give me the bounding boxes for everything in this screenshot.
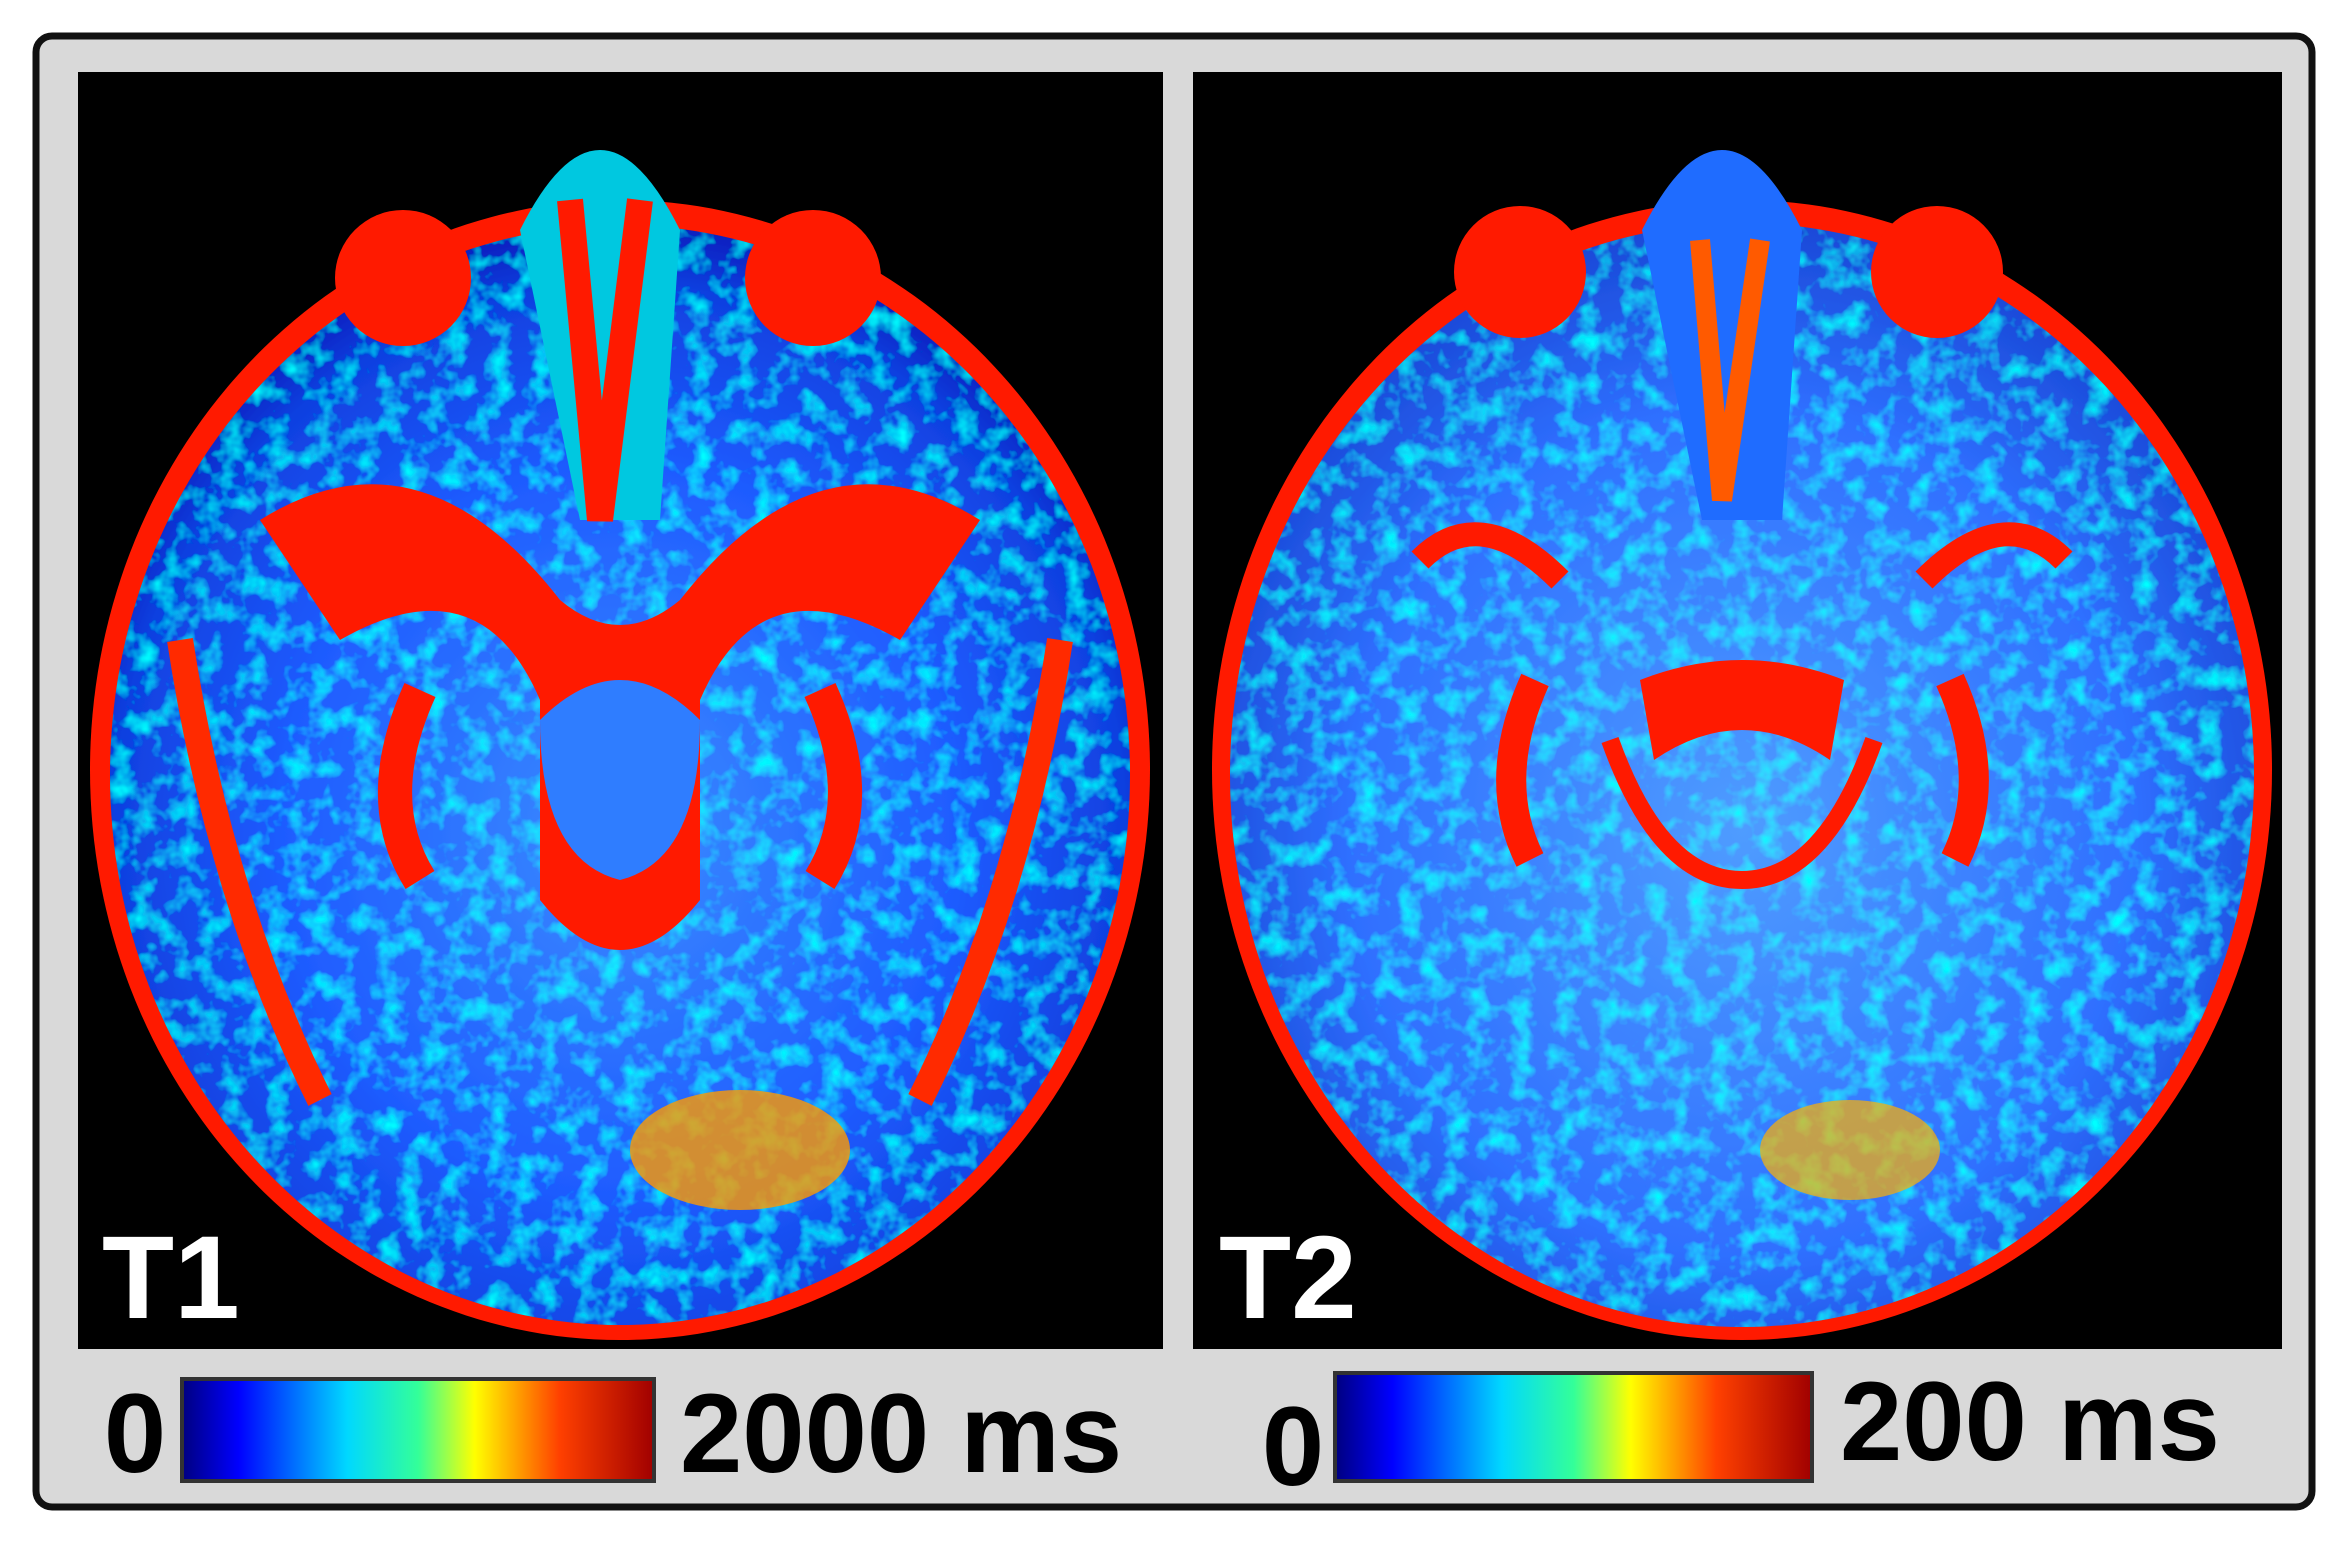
eye [745,210,881,346]
panel-label: T1 [102,1212,240,1344]
brain-tissue [1230,223,2254,1327]
colorbar-max: 200 ms [1840,1359,2220,1484]
eye [1454,206,1586,338]
colorbar [180,1377,656,1483]
colorbar-max: 2000 ms [680,1371,1122,1496]
eye [1871,206,2003,338]
ventricle [378,682,436,890]
t2-brain [1212,150,2272,1340]
colorbar [1333,1371,1814,1483]
panel-label: T2 [1219,1212,1357,1344]
sulci [167,638,1073,1106]
colorbar-min: 0 [1262,1384,1324,1509]
nasal-red [1690,238,1770,502]
eye [335,210,471,346]
ventricle [1496,673,1549,867]
nasal-red [557,198,653,522]
ventricle [1936,673,1989,867]
midbrain [540,680,700,880]
sulci [1411,522,2073,589]
csf [1640,660,1844,760]
ventricle [804,682,862,890]
occipital [1760,1100,1940,1200]
occipital [630,1090,850,1210]
csf-outline [1601,736,1883,890]
t1-brain [90,150,1150,1340]
colorbar-min: 0 [104,1371,166,1496]
